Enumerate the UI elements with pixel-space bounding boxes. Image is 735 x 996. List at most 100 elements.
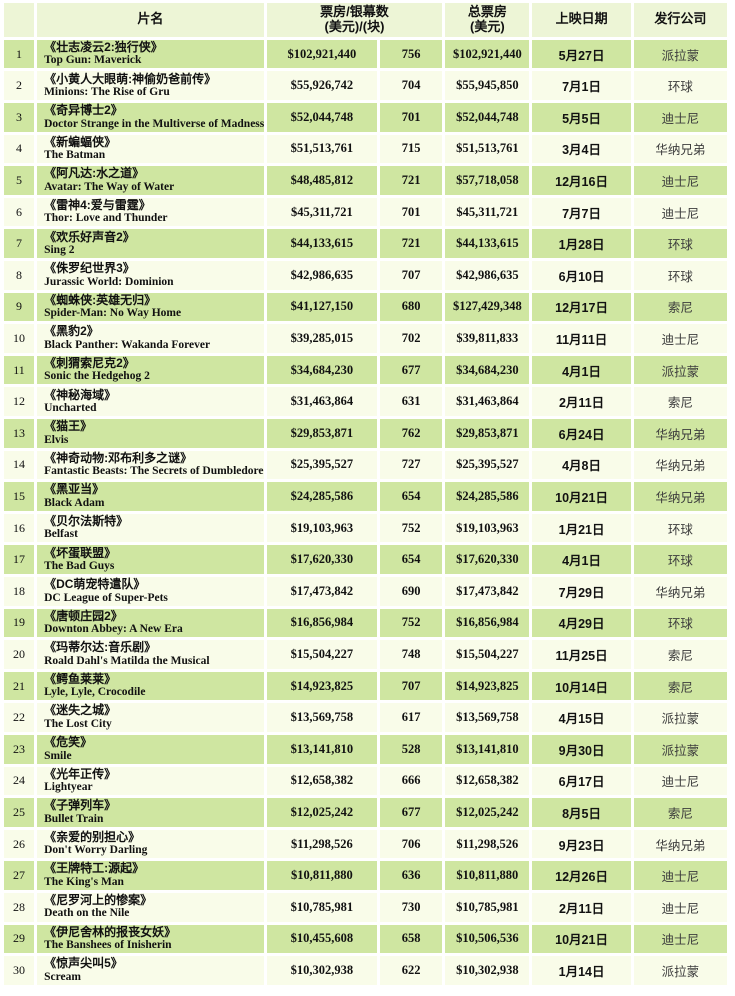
film-title-cell: 《迷失之城》 The Lost City	[37, 703, 264, 732]
film-title-cn: 《猫王》	[44, 419, 93, 434]
gross-cell: $12,658,382	[266, 766, 378, 796]
film-title-cell: 《壮志凌云2:独行侠》 Top Gun: Maverick	[37, 39, 264, 69]
table-row: 12 《神秘海域》 Uncharted $31,463,864 631 $31,…	[4, 387, 727, 416]
total-gross-cell: $10,785,981	[445, 892, 530, 922]
gross-cell: $19,103,963	[266, 513, 378, 543]
film-title-en: Belfast	[44, 528, 78, 541]
rank-cell: 14	[4, 450, 35, 480]
film-title-cn: 《小黄人大眼萌:神偷奶爸前传》	[44, 71, 217, 86]
film-title-cn: 《阿凡达:水之道》	[44, 166, 145, 181]
rank-cell: 6	[4, 197, 35, 227]
film-title-cn: 《唐顿庄园2》	[44, 608, 123, 623]
release-date-cell: 5月5日	[532, 103, 631, 132]
total-gross-cell: $31,463,864	[445, 387, 530, 416]
distributor-cell: 环球	[633, 261, 727, 290]
total-gross-cell: $57,718,058	[445, 166, 530, 195]
screens-cell: 701	[380, 197, 443, 227]
film-title-en: Roald Dahl's Matilda the Musical	[44, 654, 210, 667]
screens-cell: 752	[380, 608, 443, 638]
gross-cell: $10,455,608	[266, 924, 378, 954]
screens-cell: 721	[380, 166, 443, 195]
screens-cell: 727	[380, 450, 443, 480]
header-row: 片名 票房/银幕数 (美元)/(块) 总票房 (美元) 上映日期 发行公司	[4, 3, 727, 37]
rank-cell: 29	[4, 924, 35, 954]
film-title-cell: 《新蝙蝠侠》 The Batman	[37, 134, 264, 164]
screens-cell: 654	[380, 482, 443, 511]
table-row: 6 《雷神4:爱与雷霆》 Thor: Love and Thunder $45,…	[4, 197, 727, 227]
film-title-en: Downton Abbey: A New Era	[44, 623, 183, 636]
gross-cell: $14,923,825	[266, 671, 378, 701]
film-title-en: The Batman	[44, 149, 106, 162]
release-date-cell: 9月30日	[532, 734, 631, 764]
film-title-cn: 《光年正传》	[44, 766, 117, 781]
total-gross-cell: $12,025,242	[445, 798, 530, 827]
rank-cell: 26	[4, 829, 35, 859]
total-gross-cell: $11,298,526	[445, 829, 530, 859]
film-title-cell: 《欢乐好声音2》 Sing 2	[37, 229, 264, 259]
total-gross-cell: $16,856,984	[445, 608, 530, 638]
header-gross-screens-line2: (美元)/(块)	[324, 18, 385, 34]
distributor-cell: 华纳兄弟	[633, 134, 727, 164]
gross-cell: $10,785,981	[266, 892, 378, 922]
total-gross-cell: $25,395,527	[445, 450, 530, 480]
screens-cell: 762	[380, 419, 443, 448]
distributor-cell: 华纳兄弟	[633, 829, 727, 859]
distributor-cell: 迪士尼	[633, 103, 727, 132]
film-title-en: The Lost City	[44, 717, 112, 730]
film-title-cell: 《蜘蛛侠:英雄无归》 Spider-Man: No Way Home	[37, 292, 264, 322]
rank-cell: 19	[4, 608, 35, 638]
gross-cell: $10,811,880	[266, 861, 378, 890]
distributor-cell: 索尼	[633, 671, 727, 701]
table-row: 8 《侏罗纪世界3》 Jurassic World: Dominion $42,…	[4, 261, 727, 290]
header-release-date: 上映日期	[532, 3, 631, 37]
rank-cell: 17	[4, 545, 35, 574]
film-title-cell: 《猫王》 Elvis	[37, 419, 264, 448]
screens-cell: 707	[380, 261, 443, 290]
rank-cell: 2	[4, 71, 35, 101]
film-title-cell: 《坏蛋联盟》 The Bad Guys	[37, 545, 264, 574]
rank-cell: 1	[4, 39, 35, 69]
gross-cell: $13,141,810	[266, 734, 378, 764]
film-title-cell: 《奇异博士2》 Doctor Strange in the Multiverse…	[37, 103, 264, 132]
total-gross-cell: $19,103,963	[445, 513, 530, 543]
total-gross-cell: $102,921,440	[445, 39, 530, 69]
table-row: 1 《壮志凌云2:独行侠》 Top Gun: Maverick $102,921…	[4, 39, 727, 69]
rank-cell: 9	[4, 292, 35, 322]
film-title-en: Don't Worry Darling	[44, 844, 148, 857]
screens-cell: 622	[380, 956, 443, 985]
film-title-cn: 《神奇动物:邓布利多之谜》	[44, 450, 193, 465]
film-title-cell: 《亲爱的别担心》 Don't Worry Darling	[37, 829, 264, 859]
rank-cell: 27	[4, 861, 35, 890]
rank-cell: 13	[4, 419, 35, 448]
film-title-en: Minions: The Rise of Gru	[44, 86, 170, 99]
film-title-cell: 《危笑》 Smile	[37, 734, 264, 764]
rank-cell: 5	[4, 166, 35, 195]
table-row: 3 《奇异博士2》 Doctor Strange in the Multiver…	[4, 103, 727, 132]
rank-cell: 3	[4, 103, 35, 132]
screens-cell: 704	[380, 71, 443, 101]
rank-cell: 16	[4, 513, 35, 543]
film-title-cn: 《侏罗纪世界3》	[44, 261, 135, 276]
screens-cell: 707	[380, 671, 443, 701]
table-row: 21 《鳄鱼莱莱》 Lyle, Lyle, Crocodile $14,923,…	[4, 671, 727, 701]
screens-cell: 680	[380, 292, 443, 322]
film-title-cell: 《鳄鱼莱莱》 Lyle, Lyle, Crocodile	[37, 671, 264, 701]
release-date-cell: 3月4日	[532, 134, 631, 164]
gross-cell: $41,127,150	[266, 292, 378, 322]
film-title-cell: 《惊声尖叫5》 Scream	[37, 956, 264, 985]
release-date-cell: 10月14日	[532, 671, 631, 701]
gross-cell: $42,986,635	[266, 261, 378, 290]
film-title-en: Sonic the Hedgehog 2	[44, 370, 150, 383]
release-date-cell: 2月11日	[532, 387, 631, 416]
total-gross-cell: $52,044,748	[445, 103, 530, 132]
header-gross-screens-line1: 票房/银幕数	[320, 4, 389, 19]
table-row: 28 《尼罗河上的惨案》 Death on the Nile $10,785,9…	[4, 892, 727, 922]
gross-cell: $31,463,864	[266, 387, 378, 416]
film-title-cell: 《黑亚当》 Black Adam	[37, 482, 264, 511]
film-title-en: Sing 2	[44, 244, 75, 257]
release-date-cell: 6月24日	[532, 419, 631, 448]
distributor-cell: 派拉蒙	[633, 355, 727, 385]
screens-cell: 658	[380, 924, 443, 954]
table-row: 13 《猫王》 Elvis $29,853,871 762 $29,853,87…	[4, 419, 727, 448]
